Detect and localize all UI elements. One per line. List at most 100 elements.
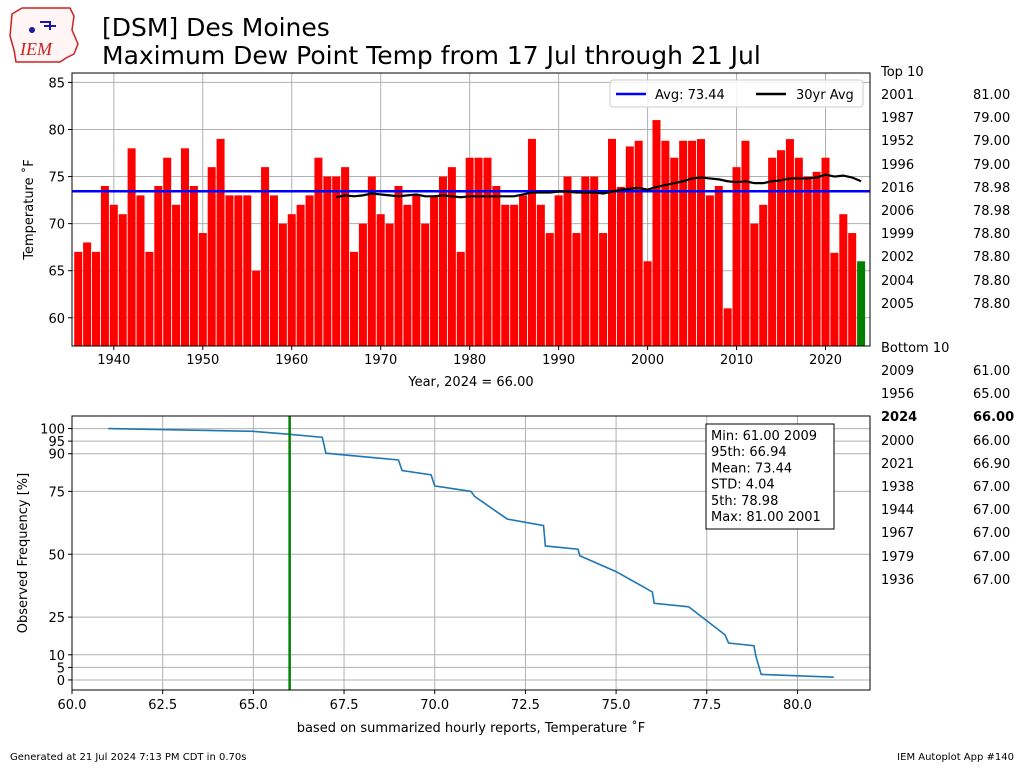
x-tick-label: 1970 — [364, 353, 397, 368]
bar-1964 — [323, 176, 332, 346]
bar-2006 — [696, 139, 705, 346]
bar-1936 — [74, 251, 83, 346]
stats-line: 95th: 66.94 — [711, 445, 787, 460]
bar-1983 — [492, 185, 501, 346]
bar-1998 — [625, 146, 634, 346]
bar-1991 — [563, 176, 572, 346]
x-tick-label: 1940 — [97, 353, 130, 368]
bar-2011 — [741, 140, 750, 346]
legend: Avg: 73.44 30yr Avg — [609, 79, 864, 108]
bar-2000 — [643, 261, 652, 346]
rank-value: 78.80 — [973, 227, 1011, 243]
legend-avg-label: Avg: 73.44 — [655, 88, 725, 103]
bar-1975 — [421, 223, 430, 346]
bar-1994 — [590, 176, 599, 346]
bar-1970 — [376, 214, 385, 346]
rank-year: 1938 — [881, 480, 915, 495]
rank-year: 2024 — [881, 410, 918, 426]
bar-1989 — [545, 233, 554, 346]
bar-1977 — [438, 176, 447, 346]
frequency-line — [108, 427, 834, 678]
y-tick-label: 70 — [48, 218, 65, 233]
bar-2023 — [848, 233, 857, 346]
bar-1969 — [367, 176, 376, 346]
bar-1958 — [269, 195, 278, 346]
rank-year: 2004 — [881, 273, 915, 289]
bar-2012 — [750, 223, 759, 346]
y-tick-label: 95 — [48, 435, 65, 450]
bar-2002 — [661, 140, 670, 346]
bar-1940 — [109, 204, 118, 346]
bar-1985 — [510, 204, 519, 346]
bar-1950 — [198, 233, 207, 346]
x-tick-label: 70.0 — [420, 698, 449, 713]
bar-1980 — [465, 157, 474, 346]
rank-value: 67.00 — [973, 480, 1011, 495]
bar-2014 — [768, 157, 777, 346]
rank-value: 67.00 — [973, 549, 1011, 565]
bar-1979 — [456, 251, 465, 346]
x-tick-label: 67.5 — [330, 698, 359, 713]
bar-1962 — [305, 195, 314, 346]
bottom10-heading: Bottom 10 — [881, 341, 950, 356]
rank-value: 78.98 — [973, 204, 1011, 219]
stats-line: Mean: 73.44 — [711, 461, 792, 476]
x-tick-label: 1990 — [542, 353, 575, 368]
x-tick-label: 1980 — [453, 353, 486, 368]
y-tick-label: 90 — [48, 448, 65, 463]
generated-footer: Generated at 21 Jul 2024 7:13 PM CDT in … — [10, 752, 247, 763]
rank-year: 2006 — [881, 204, 915, 219]
rank-value: 61.00 — [973, 364, 1011, 379]
bar-1942 — [127, 148, 136, 346]
bar-1966 — [341, 167, 350, 346]
bar-1973 — [403, 204, 412, 346]
stats-line: Max: 81.00 2001 — [711, 510, 821, 525]
rank-year: 2021 — [881, 456, 915, 472]
rank-value: 66.00 — [973, 410, 1015, 426]
rank-value: 66.00 — [973, 433, 1011, 449]
bar-2001 — [652, 120, 661, 346]
y-tick-label: 80 — [48, 123, 65, 138]
y-tick-label: 50 — [48, 548, 65, 563]
bar-2009 — [723, 308, 732, 346]
x-tick-label: 1960 — [275, 353, 308, 368]
bar-2010 — [732, 167, 741, 346]
rank-year: 1956 — [881, 387, 915, 403]
bar-1995 — [599, 233, 608, 346]
bar-2022 — [839, 214, 848, 346]
bar-1945 — [154, 185, 163, 346]
rank-year: 1967 — [881, 526, 915, 542]
rank-value: 78.80 — [973, 296, 1011, 312]
logo-text: IEM — [19, 39, 53, 59]
rank-value: 78.80 — [973, 273, 1011, 289]
rank-value: 67.00 — [973, 503, 1011, 519]
x-tick-label: 1950 — [186, 353, 219, 368]
bar-1987 — [527, 138, 536, 346]
x-tick-label: 2010 — [720, 353, 753, 368]
stats-line: 5th: 78.98 — [711, 494, 778, 509]
bottom-x-axis-label: based on summarized hourly reports, Temp… — [297, 720, 646, 736]
bar-1986 — [519, 195, 528, 346]
x-tick-label: 60.0 — [58, 698, 87, 713]
rank-value: 79.00 — [973, 134, 1011, 150]
x-tick-label: 80.0 — [783, 698, 812, 713]
rank-value: 66.90 — [973, 456, 1011, 472]
rank-year: 1952 — [881, 134, 915, 150]
top-x-axis-label: Year, 2024 = 66.00 — [407, 375, 533, 390]
rank-year: 2002 — [881, 250, 915, 266]
rank-value: 78.98 — [973, 180, 1011, 196]
x-tick-label: 2000 — [631, 353, 664, 368]
bar-2020 — [821, 157, 830, 346]
rank-value: 78.80 — [973, 250, 1011, 266]
y-tick-label: 25 — [48, 611, 65, 626]
bar-1953 — [225, 195, 234, 346]
bar-2005 — [688, 140, 697, 346]
bar-1960 — [287, 214, 296, 346]
rank-value: 79.00 — [973, 111, 1011, 127]
stats-line: STD: 4.04 — [711, 478, 775, 493]
bar-1937 — [83, 242, 92, 346]
rank-year: 2009 — [881, 364, 915, 379]
x-tick-label: 65.0 — [239, 698, 268, 713]
